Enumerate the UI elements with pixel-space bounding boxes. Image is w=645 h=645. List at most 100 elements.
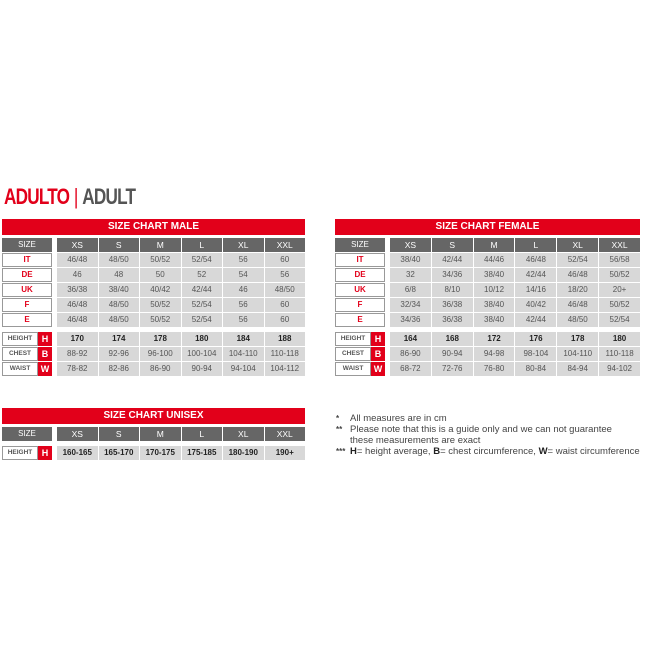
measure-code: H <box>38 332 52 346</box>
header-cells: XS S M L XL XXL <box>389 238 640 252</box>
measure-cell: 84-94 <box>557 362 599 376</box>
row-cells: 46 48 50 52 54 56 <box>56 268 305 282</box>
size-cell: 48/50 <box>98 253 139 267</box>
conversion-row: UK 6/8 8/10 10/12 14/16 18/20 20+ <box>335 283 640 297</box>
note-marker: ** <box>336 425 343 434</box>
row-cells: 88-92 92-96 96-100 100-104 104-110 110-118 <box>56 347 305 361</box>
size-cell: 46/48 <box>515 253 557 267</box>
size-header: XL <box>557 238 599 252</box>
heading-separator: | <box>73 184 78 209</box>
size-cell: 46/48 <box>557 268 599 282</box>
size-cell: 46/48 <box>557 298 599 312</box>
size-cell: 46/48 <box>57 298 98 312</box>
country-label: IT <box>2 253 52 267</box>
measure-cell: 165-170 <box>98 446 139 460</box>
size-header: L <box>515 238 557 252</box>
size-cell: 56 <box>223 253 264 267</box>
country-label: E <box>335 313 385 327</box>
size-header: M <box>473 238 515 252</box>
size-header: XS <box>390 238 431 252</box>
size-cell: 42/44 <box>515 313 557 327</box>
size-cell: 54 <box>223 268 264 282</box>
size-header: L <box>181 238 222 252</box>
heading-english: ADULT <box>82 184 136 209</box>
size-label: SIZE <box>2 427 52 441</box>
chart-title: SIZE CHART UNISEX <box>2 408 305 424</box>
measure-cell: 90-94 <box>431 347 473 361</box>
measure-cell: 72-76 <box>431 362 473 376</box>
size-cell: 50/52 <box>140 298 181 312</box>
size-cell: 8/10 <box>431 283 473 297</box>
size-cell: 46 <box>223 283 264 297</box>
size-cell: 32/34 <box>390 298 431 312</box>
country-label: IT <box>335 253 385 267</box>
size-cell: 40/42 <box>140 283 181 297</box>
page-heading: ADULTO | ADULT <box>4 184 136 210</box>
size-cell: 50/52 <box>599 268 640 282</box>
measure-cell: 172 <box>473 332 515 346</box>
size-cell: 56 <box>264 268 305 282</box>
row-cells: 38/40 42/44 44/46 46/48 52/54 56/58 <box>389 253 640 267</box>
size-cell: 48/50 <box>98 313 139 327</box>
header-cells: XS S M L XL XXL <box>56 427 305 441</box>
note-text: Please note that this is a guide only an… <box>350 424 612 446</box>
measure-cell: 86-90 <box>140 362 181 376</box>
measure-label: WAIST <box>335 362 371 376</box>
measure-cell: 188 <box>264 332 305 346</box>
measure-cell: 88-92 <box>57 347 98 361</box>
size-cell: 10/12 <box>473 283 515 297</box>
size-cell: 38/40 <box>473 313 515 327</box>
country-label: F <box>335 298 385 312</box>
size-label: SIZE <box>335 238 385 252</box>
measure-label: HEIGHT <box>2 446 38 460</box>
row-cells: 46/48 48/50 50/52 52/54 56 60 <box>56 313 305 327</box>
size-cell: 18/20 <box>557 283 599 297</box>
size-cell: 42/44 <box>181 283 222 297</box>
measure-cell: 180-190 <box>223 446 264 460</box>
size-cell: 46 <box>57 268 98 282</box>
measure-cell: 190+ <box>264 446 305 460</box>
conversion-row: IT 46/48 48/50 50/52 52/54 56 60 <box>2 253 305 267</box>
measure-row: WAIST W 68-72 72-76 76-80 80-84 84-94 94-102 <box>335 362 640 376</box>
size-header: S <box>98 427 139 441</box>
measure-cell: 178 <box>557 332 599 346</box>
measure-code: B <box>38 347 52 361</box>
measure-cell: 110-118 <box>599 347 640 361</box>
size-cell: 50/52 <box>599 298 640 312</box>
size-header: XL <box>223 427 264 441</box>
note-desc: = height average, <box>356 446 434 457</box>
size-cell: 42/44 <box>515 268 557 282</box>
size-cell: 6/8 <box>390 283 431 297</box>
size-cell: 34/36 <box>390 313 431 327</box>
size-cell: 46/48 <box>57 313 98 327</box>
size-cell: 40/42 <box>515 298 557 312</box>
note-desc: = waist circumference <box>547 446 640 457</box>
size-cell: 50/52 <box>140 253 181 267</box>
note-desc: = chest circumference, <box>440 446 539 457</box>
measure-cell: 160-165 <box>57 446 98 460</box>
measure-cell: 94-104 <box>223 362 264 376</box>
measure-cell: 98-104 <box>515 347 557 361</box>
conversion-row: UK 36/38 38/40 40/42 42/44 46 48/50 <box>2 283 305 297</box>
size-cell: 48 <box>98 268 139 282</box>
measure-code: B <box>371 347 385 361</box>
row-cells: 170 174 178 180 184 188 <box>56 332 305 346</box>
measure-cell: 164 <box>390 332 431 346</box>
measure-cell: 174 <box>98 332 139 346</box>
measure-cell: 184 <box>223 332 264 346</box>
size-header: XXL <box>264 427 305 441</box>
country-label: E <box>2 313 52 327</box>
size-cell: 52/54 <box>181 253 222 267</box>
size-cell: 52/54 <box>181 298 222 312</box>
note-text: All measures are in cm <box>350 413 447 424</box>
measure-cell: 178 <box>140 332 181 346</box>
size-cell: 50 <box>140 268 181 282</box>
size-cell: 38/40 <box>473 268 515 282</box>
measure-cell: 92-96 <box>98 347 139 361</box>
measure-cell: 82-86 <box>98 362 139 376</box>
measure-cell: 68-72 <box>390 362 431 376</box>
row-cells: 160-165 165-170 170-175 175-185 180-190 190+ <box>56 446 305 460</box>
measure-cell: 104-110 <box>223 347 264 361</box>
measure-label: CHEST <box>2 347 38 361</box>
size-cell: 46/48 <box>57 253 98 267</box>
